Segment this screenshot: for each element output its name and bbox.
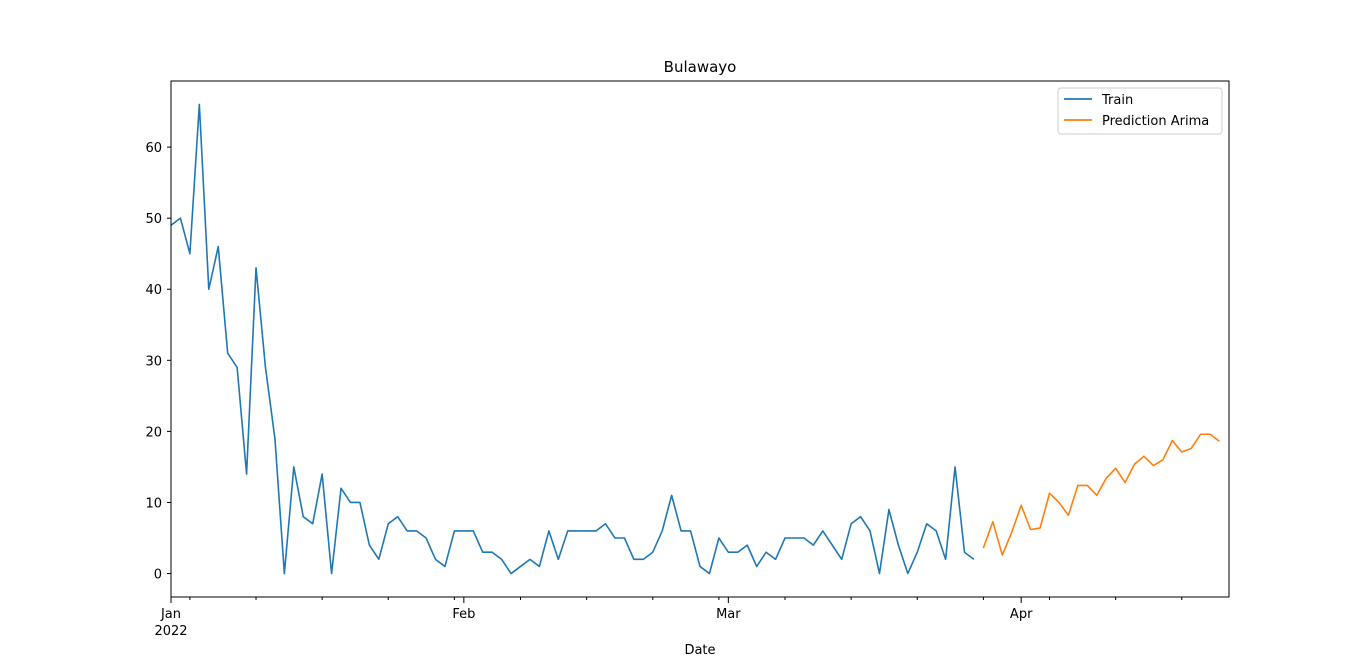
y-tick-label: 40 <box>145 283 162 298</box>
legend-label: Prediction Arima <box>1102 114 1209 129</box>
y-axis: 0 10 20 30 40 50 60 <box>145 141 171 583</box>
plot-area: Jan 2022 Feb Mar Apr 0 10 20 30 40 50 60 <box>145 80 1230 639</box>
series-line-0 <box>171 103 975 575</box>
y-tick-label: 50 <box>145 212 162 227</box>
x-tick-label: Apr <box>1010 607 1033 622</box>
legend-label: Train <box>1101 93 1133 108</box>
x-axis: Jan 2022 Feb Mar Apr <box>154 597 1183 639</box>
series-lines <box>171 103 1221 575</box>
chart-title: Bulawayo <box>664 58 737 76</box>
x-tick-label: Mar <box>716 607 741 622</box>
legend-box <box>1057 87 1223 135</box>
y-tick-label: 60 <box>145 141 162 156</box>
x-tick-sublabel: 2022 <box>154 624 187 639</box>
y-tick-label: 0 <box>154 568 162 583</box>
plot-frame <box>170 80 1230 598</box>
x-tick-label: Jan <box>160 607 181 622</box>
x-tick-label: Feb <box>452 607 475 622</box>
y-tick-label: 30 <box>145 354 162 369</box>
series-line-1 <box>982 433 1221 556</box>
y-tick-label: 20 <box>145 425 162 440</box>
legend: Train Prediction Arima <box>1057 87 1223 135</box>
y-tick-label: 10 <box>145 496 162 511</box>
x-axis-label: Date <box>684 643 715 658</box>
